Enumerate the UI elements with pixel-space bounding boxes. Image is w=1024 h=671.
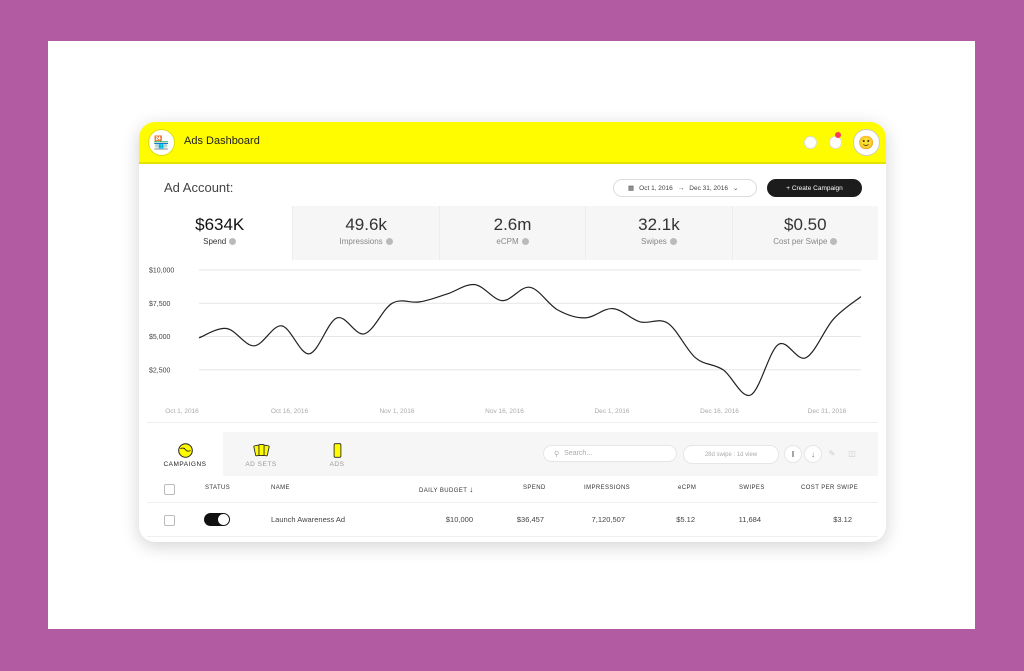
store-icon[interactable]: 🏪 <box>148 129 175 156</box>
status-toggle[interactable] <box>204 513 230 526</box>
search-icon: ⚲ <box>554 450 560 458</box>
info-icon <box>229 238 237 246</box>
download-icon[interactable]: ↓ <box>804 445 822 463</box>
search-placeholder: Search... <box>564 450 593 457</box>
info-icon <box>830 238 838 246</box>
column-header-status[interactable]: STATUS <box>205 485 231 491</box>
phone-icon <box>333 443 341 458</box>
info-icon <box>385 238 393 246</box>
y-tick-label: $10,000 <box>149 268 174 275</box>
metric-label: Spend <box>203 237 227 246</box>
cell-name[interactable]: Launch Awareness Ad <box>271 515 346 524</box>
table-header: STATUS NAME DAILY BUDGET ↓ SPEND IMPRESS… <box>147 476 878 503</box>
x-tick-label: Oct 16, 2016 <box>271 408 309 415</box>
metric-cost-per-swipe[interactable]: $0.50 Cost per Swipe <box>732 206 879 260</box>
y-tick-label: $5,000 <box>149 334 171 341</box>
x-tick-label: Nov 1, 2016 <box>379 408 414 415</box>
x-tick-label: Dec 16, 2016 <box>700 408 739 415</box>
metric-label: Cost per Swipe <box>773 237 828 246</box>
cell-impressions: 7,120,507 <box>591 515 625 524</box>
globe-icon <box>177 443 193 458</box>
tabs-toolbar: CAMPAIGNS AD SETS ADS ⚲ Search... 28d sw… <box>147 432 878 476</box>
column-header-label: DAILY BUDGET <box>419 488 468 494</box>
campaigns-table: STATUS NAME DAILY BUDGET ↓ SPEND IMPRESS… <box>147 476 878 537</box>
info-icon <box>521 238 529 246</box>
tab-label: CAMPAIGNS <box>163 461 207 468</box>
tab-label: ADS <box>329 461 345 468</box>
column-header-daily-budget[interactable]: DAILY BUDGET ↓ <box>419 485 474 494</box>
cards-icon <box>252 444 270 457</box>
date-end: Dec 31, 2016 <box>689 184 728 192</box>
date-start: Oct 1, 2016 <box>639 184 673 192</box>
spend-chart: $10,000 $7,500 $5,000 $2,500 Oct 1, 2016 Oct … <box>147 260 878 423</box>
x-tick-label: Dec 31, 2016 <box>808 408 847 415</box>
chart-svg: $10,000 $7,500 $5,000 $2,500 Oct 1, 2016 Oct … <box>149 268 862 415</box>
x-tick-label: Oct 1, 2016 <box>165 408 199 415</box>
row-checkbox[interactable] <box>164 515 175 526</box>
y-tick-label: $7,500 <box>149 301 171 308</box>
metric-ecpm[interactable]: 2.6m eCPM <box>439 206 587 260</box>
avatar[interactable]: 🙂 <box>853 129 880 156</box>
ad-account-label: Ad Account: <box>164 180 234 195</box>
metric-impressions[interactable]: 49.6k Impressions <box>293 206 440 260</box>
metric-value: 32.1k <box>638 215 680 234</box>
column-header-name[interactable]: NAME <box>271 485 290 491</box>
metric-value: 2.6m <box>493 215 532 234</box>
table-row[interactable]: Launch Awareness Ad $10,000 $36,457 7,12… <box>147 503 878 537</box>
app-title: Ads Dashboard <box>184 135 260 147</box>
metric-label: eCPM <box>496 237 519 246</box>
metric-label: Impressions <box>339 237 383 246</box>
cell-ecpm: $5.12 <box>676 515 695 524</box>
info-icon <box>669 238 677 246</box>
metric-swipes[interactable]: 32.1k Swipes <box>586 206 733 260</box>
cell-daily-budget: $10,000 <box>445 515 473 524</box>
x-tick-label: Dec 1, 2016 <box>594 408 629 415</box>
cell-swipes: 11,684 <box>738 515 761 524</box>
column-header-swipes[interactable]: SWIPES <box>739 485 765 491</box>
attribution-selector[interactable]: 28d swipe : 1d view <box>683 445 779 464</box>
column-header-impressions[interactable]: IMPRESSIONS <box>584 485 631 491</box>
create-campaign-button[interactable]: + Create Campaign <box>767 179 862 197</box>
series-line <box>198 283 862 396</box>
metric-spend[interactable]: $634K Spend <box>147 206 294 260</box>
metric-label: Swipes <box>641 237 667 246</box>
metric-value: 49.6k <box>345 215 387 234</box>
cell-spend: $36,457 <box>516 515 544 524</box>
calendar-icon: ▦ <box>628 185 635 192</box>
help-icon[interactable] <box>804 136 817 149</box>
search-input[interactable]: ⚲ Search... <box>543 445 677 462</box>
edit-icon[interactable]: ✎ <box>828 448 836 458</box>
tab-ad-sets[interactable]: AD SETS <box>223 432 299 476</box>
tab-campaigns[interactable]: CAMPAIGNS <box>147 432 223 476</box>
tab-label: AD SETS <box>245 461 277 468</box>
select-all-checkbox[interactable] <box>164 484 175 495</box>
column-header-ecpm[interactable]: eCPM <box>678 485 697 491</box>
column-header-spend[interactable]: SPEND <box>523 485 546 491</box>
y-tick-label: $2,500 <box>149 367 171 374</box>
sort-arrow-icon: ↓ <box>469 485 474 494</box>
dashboard-window: 🏪 Ads Dashboard 🙂 Ad Account: ▦ Oct 1, 2… <box>139 122 886 542</box>
metric-value: $634K <box>195 215 245 234</box>
tab-ads[interactable]: ADS <box>299 432 375 476</box>
trash-icon[interactable]: ◫ <box>848 448 856 458</box>
metrics-row: $634K Spend 49.6k Impressions 2.6m eCPM … <box>147 206 879 260</box>
arrow-right-icon: → <box>677 184 685 192</box>
metric-value: $0.50 <box>784 215 827 234</box>
columns-icon[interactable]: ‖ <box>784 445 802 463</box>
date-range-picker[interactable]: ▦ Oct 1, 2016 → Dec 31, 2016 ⌄ <box>613 179 757 197</box>
cell-cost-per-swipe: $3.12 <box>833 515 852 524</box>
column-header-cost-per-swipe[interactable]: COST PER SWIPE <box>801 485 859 491</box>
toggle-knob <box>218 514 229 525</box>
notification-icon[interactable] <box>829 136 842 149</box>
chevron-down-icon: ⌄ <box>732 185 739 192</box>
notification-badge <box>835 132 841 138</box>
top-bar: 🏪 Ads Dashboard 🙂 <box>139 122 886 164</box>
x-tick-label: Nov 16, 2016 <box>485 408 524 415</box>
